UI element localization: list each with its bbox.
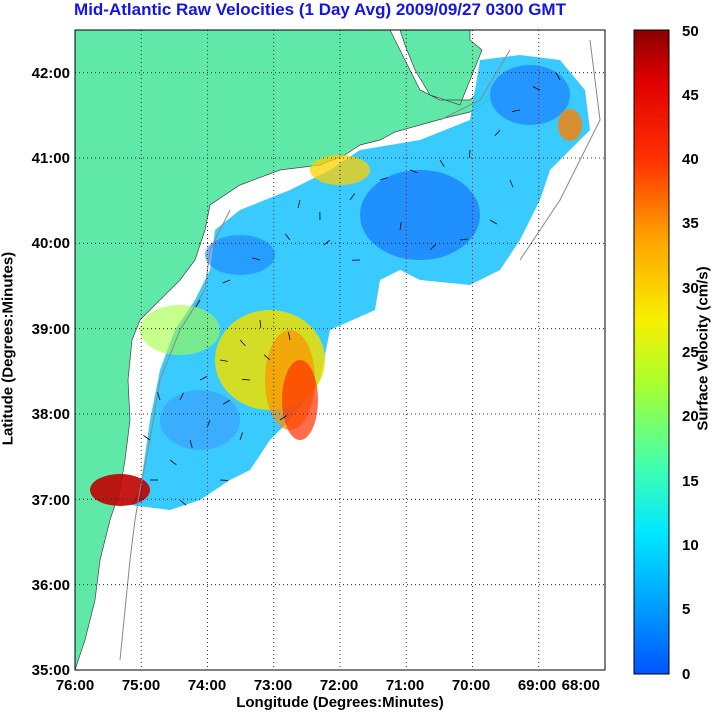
- y-tick-label: 40:00: [32, 235, 70, 252]
- colorbar-tick-label: 40: [682, 151, 699, 168]
- colorbar-label: Surface Velocity (cm/s): [694, 266, 712, 431]
- velocity-arrow: [195, 299, 201, 308]
- velocity-arrow: [323, 239, 331, 246]
- colorbar-tick-label: 15: [682, 473, 699, 490]
- velocity-arrow: [409, 169, 418, 174]
- velocity-arrow: [494, 129, 501, 137]
- x-tick-label: 72:00: [320, 677, 358, 694]
- velocity-arrow: [189, 439, 193, 448]
- y-tick-label: 42:00: [32, 65, 70, 82]
- velocity-arrow: [169, 459, 177, 466]
- velocity-arrow: [297, 199, 301, 208]
- y-axis-label: Latitude (Degrees:Minutes): [0, 251, 17, 446]
- velocity-arrow: [512, 109, 521, 113]
- x-tick-label: 75:00: [122, 677, 160, 694]
- velocity-arrow: [223, 399, 231, 405]
- velocity-arrow: [239, 432, 243, 441]
- x-tick-label: 68:00: [562, 677, 600, 694]
- velocity-arrow: [509, 179, 514, 188]
- colorbar-tick-label: 5: [682, 601, 690, 618]
- x-axis-label: Longitude (Degrees:Minutes): [236, 694, 444, 711]
- velocity-arrow: [143, 435, 151, 441]
- velocity-arrow: [279, 415, 287, 421]
- colorbar: [633, 29, 670, 675]
- y-tick-label: 41:00: [32, 150, 70, 167]
- colorbar-tick-label: 20: [682, 408, 699, 425]
- colorbar-tick-label: 45: [682, 87, 699, 104]
- velocity-arrow: [252, 257, 261, 261]
- velocity-arrows: [143, 72, 561, 506]
- colorbar-tick-label: 35: [682, 215, 699, 232]
- grid-lines: [75, 30, 605, 670]
- x-tick-label: 73:00: [254, 677, 292, 694]
- x-tick-label: 70:00: [452, 677, 490, 694]
- y-tick-label: 38:00: [32, 406, 70, 423]
- velocity-arrow: [222, 279, 231, 284]
- velocity-arrow: [399, 222, 402, 231]
- velocity-arrow: [469, 149, 471, 159]
- velocity-arrow: [429, 244, 437, 251]
- velocity-arrow: [288, 332, 291, 341]
- x-tick-label: 74:00: [188, 677, 226, 694]
- velocity-arrow: [259, 319, 262, 328]
- velocity-arrow: [349, 193, 356, 201]
- velocity-arrow: [555, 72, 561, 81]
- colorbar-tick-label: 50: [682, 23, 699, 40]
- velocity-arrow: [263, 354, 271, 361]
- velocity-arrow: [179, 499, 187, 506]
- velocity-arrow: [459, 238, 468, 241]
- y-tick-label: 37:00: [32, 492, 70, 509]
- y-tick-label: 35:00: [32, 662, 70, 679]
- x-tick-label: 76:00: [56, 677, 94, 694]
- colorbar-tick-label: 10: [682, 537, 699, 554]
- velocity-arrow: [219, 359, 228, 362]
- chart-title: Mid-Atlantic Raw Velocities (1 Day Avg) …: [74, 0, 566, 19]
- axes-frame: [74, 29, 606, 671]
- velocity-arrow: [241, 378, 251, 381]
- y-tick-label: 39:00: [32, 321, 70, 338]
- velocity-arrow: [284, 233, 291, 241]
- velocity-arrow: [199, 376, 208, 381]
- velocity-arrow: [379, 177, 388, 181]
- velocity-arrow: [179, 392, 184, 401]
- x-tick-label: 71:00: [386, 677, 424, 694]
- velocity-arrow: [489, 219, 498, 225]
- colorbar-tick-label: 0: [682, 666, 690, 683]
- velocity-arrow: [532, 86, 541, 91]
- velocity-arrow: [439, 159, 445, 167]
- y-tick-label: 36:00: [32, 577, 70, 594]
- colorbar-tick-label: 30: [682, 280, 699, 297]
- velocity-arrow: [239, 339, 246, 347]
- x-tick-label: 69:00: [518, 677, 556, 694]
- colorbar-tick-label: 25: [682, 344, 699, 361]
- velocity-arrow: [157, 392, 161, 401]
